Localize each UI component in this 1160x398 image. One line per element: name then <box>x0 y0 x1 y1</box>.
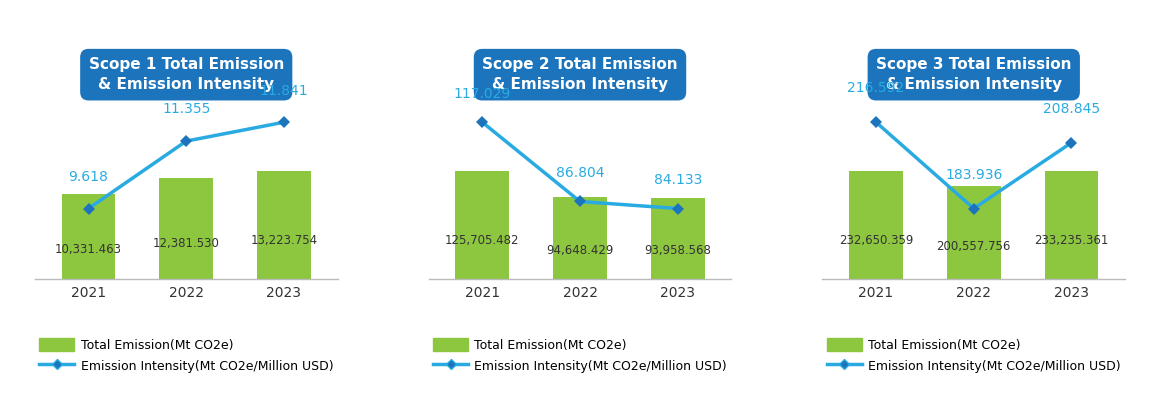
Bar <box>651 198 704 279</box>
Text: 12,381.530: 12,381.530 <box>153 237 219 250</box>
Text: 93,958.568: 93,958.568 <box>644 244 711 257</box>
Bar <box>258 171 311 279</box>
Text: Scope 1 Total Emission
& Emission Intensity: Scope 1 Total Emission & Emission Intens… <box>88 57 284 92</box>
Bar <box>553 197 607 279</box>
Text: 216.592: 216.592 <box>848 81 905 95</box>
Text: 84.133: 84.133 <box>653 173 702 187</box>
Text: 125,705.482: 125,705.482 <box>445 234 520 247</box>
Text: 86.804: 86.804 <box>556 166 604 180</box>
Text: 11.355: 11.355 <box>162 102 210 116</box>
Text: 9.618: 9.618 <box>68 170 109 184</box>
Bar <box>1045 171 1099 279</box>
Text: 117.029: 117.029 <box>454 86 510 101</box>
Legend: Total Emission(Mt CO2e), Emission Intensity(Mt CO2e/Million USD): Total Emission(Mt CO2e), Emission Intens… <box>820 332 1128 379</box>
Text: Scope 3 Total Emission
& Emission Intensity: Scope 3 Total Emission & Emission Intens… <box>876 57 1072 92</box>
Text: Scope 2 Total Emission
& Emission Intensity: Scope 2 Total Emission & Emission Intens… <box>483 57 677 92</box>
Text: 232,650.359: 232,650.359 <box>839 234 913 248</box>
Bar <box>849 171 902 279</box>
Text: 13,223.754: 13,223.754 <box>251 234 318 247</box>
Bar <box>947 186 1001 279</box>
Text: 233,235.361: 233,235.361 <box>1035 234 1109 247</box>
Legend: Total Emission(Mt CO2e), Emission Intensity(Mt CO2e/Million USD): Total Emission(Mt CO2e), Emission Intens… <box>32 332 340 379</box>
Bar <box>456 171 509 279</box>
Text: 11.841: 11.841 <box>260 84 309 98</box>
Text: 208.845: 208.845 <box>1043 102 1100 116</box>
Text: 10,331.463: 10,331.463 <box>55 243 122 256</box>
Bar <box>159 178 213 279</box>
Text: 94,648.429: 94,648.429 <box>546 244 614 257</box>
Text: 183.936: 183.936 <box>945 168 1002 181</box>
Text: 200,557.756: 200,557.756 <box>936 240 1012 253</box>
Bar <box>61 194 115 279</box>
Legend: Total Emission(Mt CO2e), Emission Intensity(Mt CO2e/Million USD): Total Emission(Mt CO2e), Emission Intens… <box>427 332 733 379</box>
